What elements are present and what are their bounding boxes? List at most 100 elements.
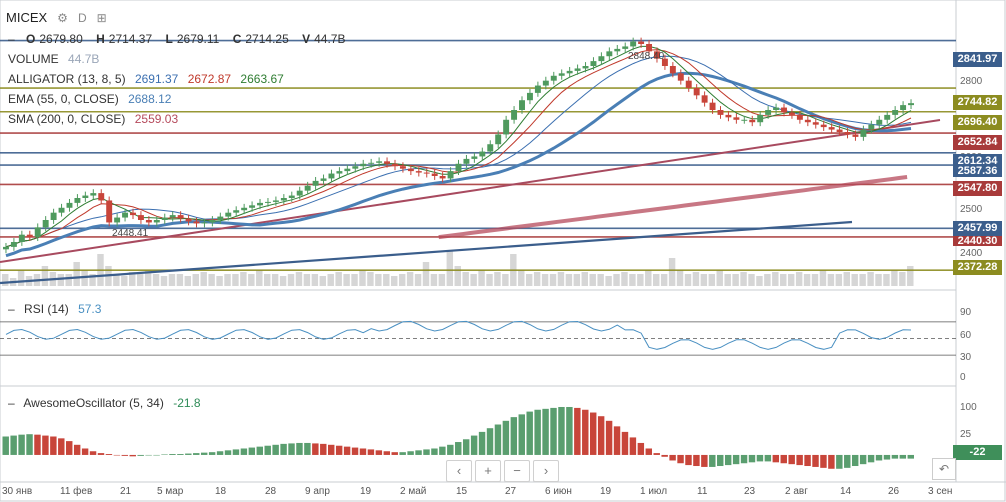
legend-rsi[interactable]: – RSI (14) 57.3 [8, 302, 101, 316]
reset-icon[interactable]: ↶ [932, 458, 956, 480]
scroll-right-button[interactable]: › [533, 460, 559, 482]
ao-bar [161, 454, 168, 455]
minus-icon[interactable]: – [8, 396, 15, 410]
volume-bar [430, 274, 438, 286]
volume-bar [232, 274, 239, 286]
ao-bar [645, 448, 653, 455]
candle-body [233, 210, 240, 213]
volume-bar [375, 274, 382, 286]
price-tag: 2372.28 [953, 260, 1002, 275]
candle-body [384, 161, 391, 164]
candle-body [749, 119, 756, 123]
x-tick: 15 [456, 486, 468, 497]
ao-bar [613, 426, 621, 455]
volume-bar [621, 272, 628, 286]
volume-bar [787, 274, 795, 286]
ao-bar [701, 454, 708, 467]
alligator-teeth-value: 2672.87 [187, 72, 232, 86]
x-tick: 9 апр [305, 486, 330, 497]
ao-bar [772, 454, 780, 463]
ao-value: -21.8 [173, 396, 201, 410]
volume-bar [351, 274, 358, 286]
volume-bar [295, 272, 303, 286]
volume-bar [17, 270, 25, 286]
volume-indicator-label: VOLUME [8, 52, 59, 66]
zoom-out-button[interactable]: − [504, 460, 530, 482]
volume-bar [478, 270, 485, 286]
minus-icon[interactable]: – [8, 32, 15, 46]
x-tick: 5 мар [157, 486, 184, 497]
volume-bar [502, 274, 509, 286]
candle-body [304, 185, 311, 191]
ao-bar [526, 411, 533, 455]
candle-body [376, 161, 383, 163]
volume-bar [494, 272, 501, 286]
ao-bar [621, 431, 629, 455]
volume-bar [486, 274, 493, 286]
ao-bar [193, 453, 200, 455]
volume-label: V [302, 32, 311, 46]
symbol-name[interactable]: MICEX [6, 10, 48, 25]
volume-bar [653, 274, 660, 286]
candle-body [130, 212, 136, 216]
open-value: 2679.80 [39, 32, 83, 46]
volume-bar [684, 274, 692, 286]
ao-bar [216, 451, 224, 455]
zoom-in-button[interactable]: + [475, 460, 501, 482]
candle-body [137, 215, 144, 220]
ao-bar [637, 442, 645, 455]
candle-body [860, 129, 867, 137]
ao-bar [455, 442, 462, 455]
legend-ema[interactable]: EMA (55, 0, CLOSE) 2688.12 [8, 92, 171, 106]
candle-body [526, 92, 533, 101]
legend-alligator[interactable]: ALLIGATOR (13, 8, 5) 2691.37 2672.87 266… [8, 72, 284, 86]
rsi-line [5, 320, 912, 350]
volume-bar [438, 274, 446, 286]
ao-bar [748, 454, 756, 463]
candle-body [654, 51, 660, 59]
volume-bar [454, 266, 461, 286]
volume-bar [676, 270, 684, 286]
scroll-left-button[interactable]: ‹ [446, 460, 472, 482]
volume-bar [287, 274, 295, 286]
volume-bar [391, 276, 398, 286]
minus-icon[interactable]: – [8, 302, 15, 316]
candle-body [693, 88, 700, 96]
low-annotation: 2448.41 [112, 228, 149, 239]
plus-square-icon[interactable]: ⊞ [96, 10, 107, 25]
candle-body [582, 66, 589, 69]
ao-bar [81, 448, 89, 455]
volume-bar [248, 274, 255, 286]
ao-bar [42, 435, 49, 455]
candle-body [50, 212, 57, 220]
candle-body [34, 227, 41, 238]
candle-body [312, 180, 319, 186]
x-tick: 2 авг [785, 486, 808, 497]
candle-body [868, 124, 875, 130]
volume-bar [867, 272, 874, 286]
alligator-jaw-value: 2691.37 [134, 72, 179, 86]
volume-bar [660, 274, 668, 286]
volume-bar [343, 274, 350, 286]
volume-bar [756, 276, 763, 286]
interval-label[interactable]: D [77, 10, 87, 25]
legend-volume[interactable]: VOLUME 44.7B [8, 52, 99, 66]
ao-bar [208, 452, 216, 455]
ao-bar [34, 434, 41, 455]
candle-body [272, 200, 279, 202]
volume-bar [335, 272, 342, 286]
candle-body [765, 110, 772, 115]
legend-sma[interactable]: SMA (200, 0, CLOSE) 2559.03 [8, 112, 178, 126]
legend-ao[interactable]: – AwesomeOscillator (5, 34) -21.8 [8, 396, 201, 410]
ao-bar [73, 444, 81, 455]
candle-body [455, 163, 462, 172]
ao-bar [153, 454, 160, 456]
gear-icon[interactable]: ⚙ [57, 10, 68, 25]
candle-body [18, 234, 25, 242]
volume-bar [708, 274, 716, 286]
candle-body [558, 73, 565, 76]
volume-bar [367, 272, 374, 286]
volume-bar [772, 272, 779, 286]
